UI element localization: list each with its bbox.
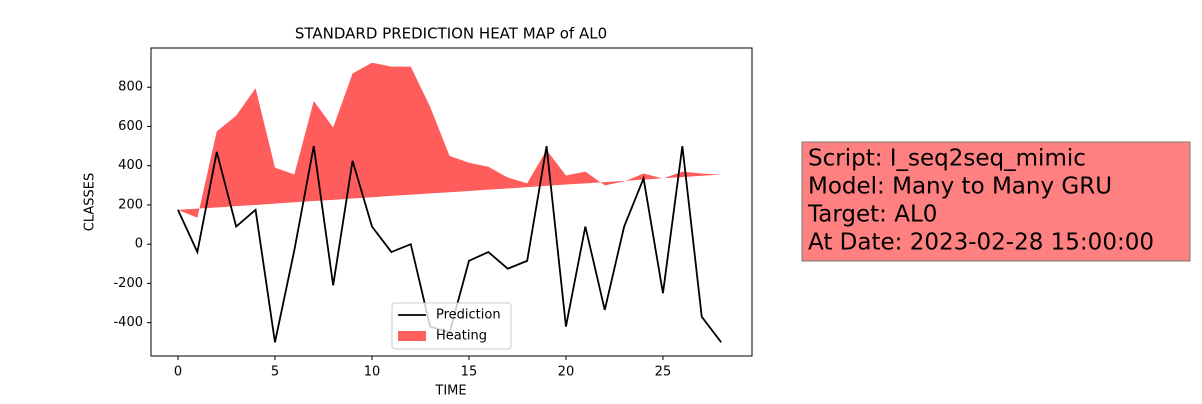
- y-tick-label: -400: [113, 315, 143, 330]
- y-tick-label: 600: [118, 119, 143, 134]
- x-tick-label: 20: [558, 365, 575, 380]
- y-axis-label: CLASSES: [83, 173, 98, 231]
- y-tick-label: 800: [118, 80, 143, 95]
- chart-title: STANDARD PREDICTION HEAT MAP of AL0: [295, 25, 607, 43]
- y-tick-label: 200: [118, 197, 143, 212]
- legend-swatch: [398, 331, 426, 341]
- x-tick-label: 15: [461, 365, 478, 380]
- y-tick-label: 0: [135, 237, 143, 252]
- plot-frame: [150, 47, 753, 357]
- x-tick-label: 25: [655, 365, 672, 380]
- x-tick-label: 5: [271, 365, 279, 380]
- annotation-line: Model: Many to Many GRU: [808, 174, 1112, 200]
- x-axis-label: TIME: [434, 384, 466, 399]
- annotation-box: [801, 141, 1191, 262]
- annotation-line: At Date: 2023-02-28 15:00:00: [808, 230, 1154, 256]
- annotation-line: Script: I_seq2seq_mimic: [808, 146, 1086, 172]
- x-tick-label: 10: [364, 365, 381, 380]
- x-tick-label: 0: [174, 365, 182, 380]
- legend-label: Heating: [436, 329, 487, 344]
- y-tick-label: -200: [113, 276, 143, 291]
- heating-area: [177, 62, 722, 218]
- legend-label: Prediction: [436, 308, 501, 323]
- y-tick-label: 400: [118, 158, 143, 173]
- annotation-line: Target: AL0: [807, 202, 937, 228]
